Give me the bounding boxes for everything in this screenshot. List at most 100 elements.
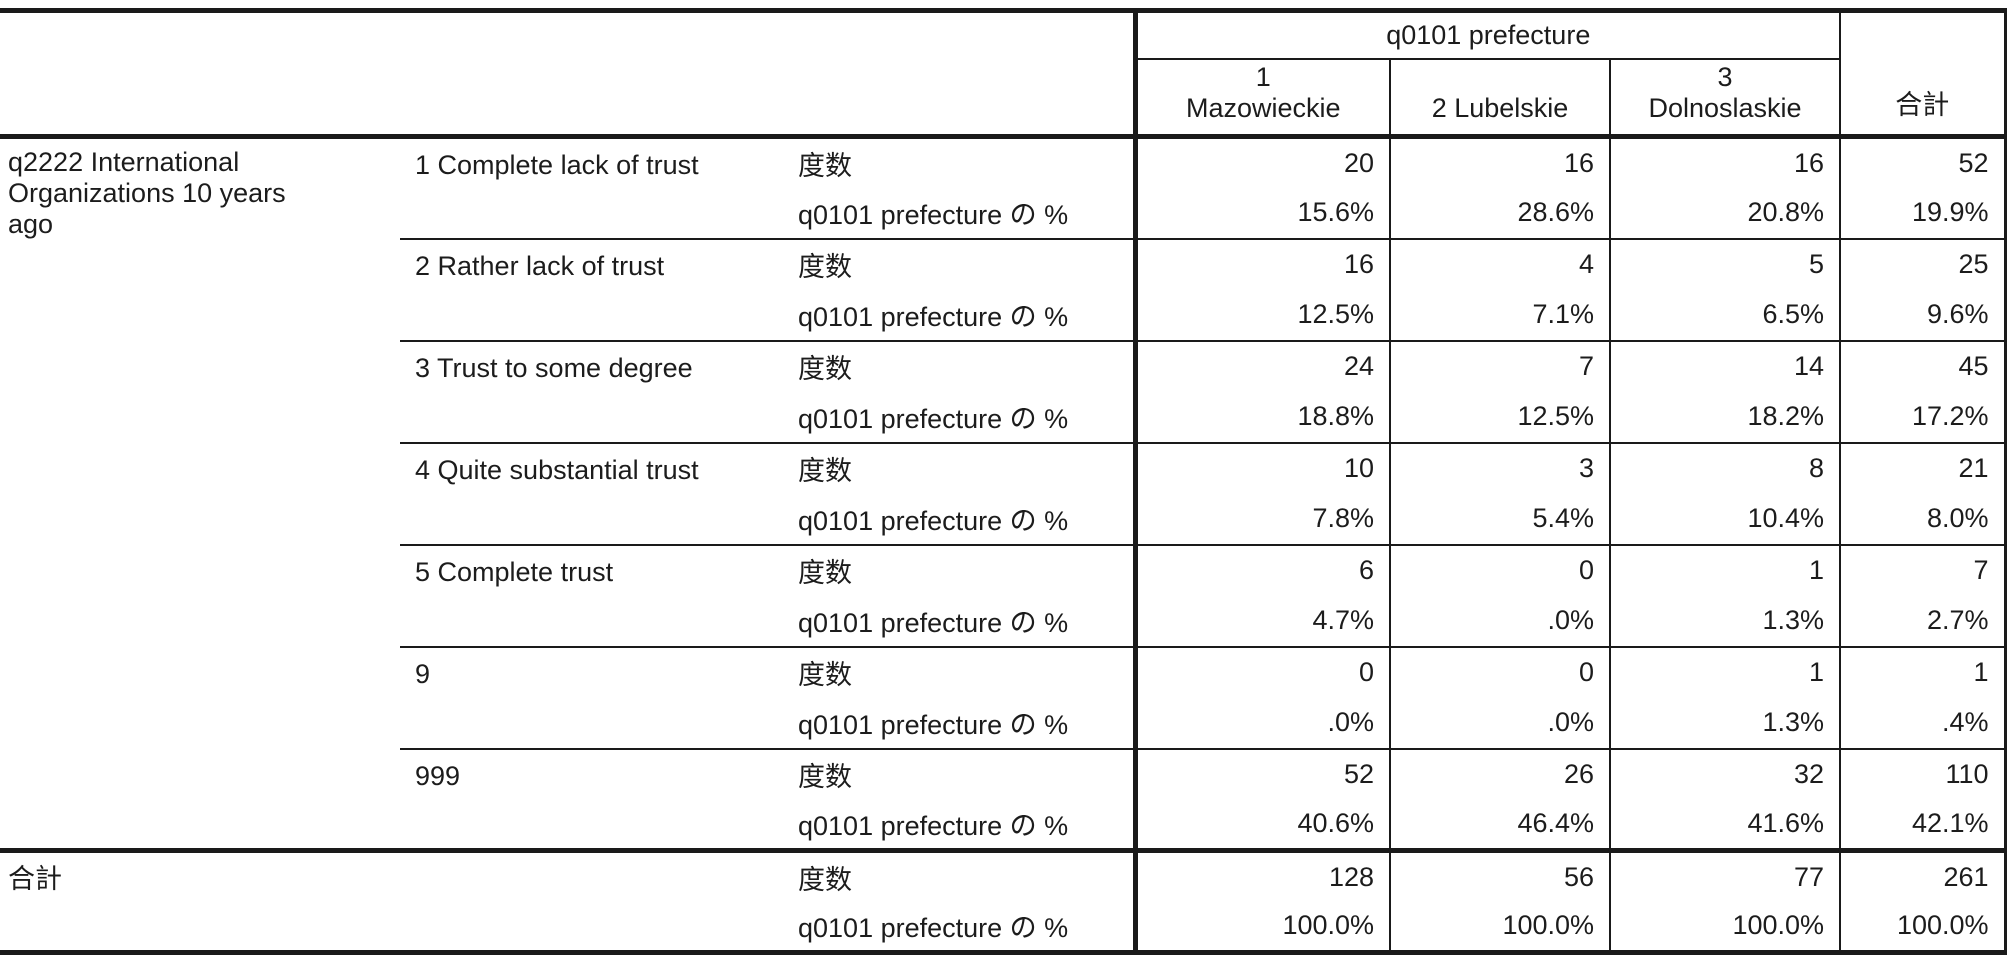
category-label: 4 Quite substantial trust xyxy=(400,441,790,545)
percent-value: .0% xyxy=(1389,595,1611,647)
count-value: 0 xyxy=(1389,543,1611,596)
total-count-value: 56 xyxy=(1389,848,1611,902)
category-label: 9 xyxy=(400,645,790,749)
count-value: 24 xyxy=(1132,339,1391,392)
count-measure-label: 度数 xyxy=(790,747,1136,800)
count-value: 21 xyxy=(1839,441,2006,494)
header-row-group: q0101 prefecture 合計 xyxy=(0,10,2006,139)
percent-value: 2.7% xyxy=(1839,595,2006,647)
category-percent-row: q0101 prefecture の % 40.6% 46.4% 41.6% 42.1% xyxy=(0,799,2006,851)
percent-measure-label: q0101 prefecture の % xyxy=(790,697,1136,749)
percent-value: 42.1% xyxy=(1839,799,2006,851)
category-label: 5 Complete trust xyxy=(400,543,790,647)
percent-value: 9.6% xyxy=(1839,289,2006,341)
count-value: 20 xyxy=(1132,136,1391,188)
category-label: 2 Rather lack of trust xyxy=(400,237,790,341)
percent-value: 17.2% xyxy=(1839,391,2006,443)
percent-value: 12.5% xyxy=(1389,391,1611,443)
percent-value: 41.6% xyxy=(1609,799,1841,851)
count-measure-label: 度数 xyxy=(790,136,1136,188)
percent-measure-label: q0101 prefecture の % xyxy=(790,493,1136,545)
total-count-value: 261 xyxy=(1839,848,2006,902)
count-value: 1 xyxy=(1839,645,2006,698)
percent-value: 18.2% xyxy=(1609,391,1841,443)
count-value: 25 xyxy=(1839,237,2006,290)
percent-value: 7.8% xyxy=(1132,493,1391,545)
total-column-header: 合計 xyxy=(1839,10,2006,139)
total-percent-value: 100.0% xyxy=(1389,901,1611,953)
percent-value: 5.4% xyxy=(1389,493,1611,545)
percent-value: .0% xyxy=(1132,697,1391,749)
percent-measure-label: q0101 prefecture の % xyxy=(790,799,1136,851)
total-count-value: 77 xyxy=(1609,848,1841,902)
percent-value: 6.5% xyxy=(1609,289,1841,341)
percent-value: 7.1% xyxy=(1389,289,1611,341)
percent-value: 20.8% xyxy=(1609,187,1841,239)
percent-value: 8.0% xyxy=(1839,493,2006,545)
percent-value: 19.9% xyxy=(1839,187,2006,239)
count-measure-label: 度数 xyxy=(790,441,1136,494)
count-value: 3 xyxy=(1389,441,1611,494)
percent-measure-label: q0101 prefecture の % xyxy=(790,187,1136,239)
percent-value: 46.4% xyxy=(1389,799,1611,851)
count-value: 6 xyxy=(1132,543,1391,596)
total-percent-value: 100.0% xyxy=(1609,901,1841,953)
count-measure-label: 度数 xyxy=(790,645,1136,698)
category-count-row: 999 度数 52 26 32 110 xyxy=(0,747,2006,851)
category-percent-row: q0101 prefecture の % 7.8% 5.4% 10.4% 8.0% xyxy=(0,493,2006,545)
count-value: 5 xyxy=(1609,237,1841,290)
category-percent-row: q0101 prefecture の % 4.7% .0% 1.3% 2.7% xyxy=(0,595,2006,647)
count-value: 4 xyxy=(1389,237,1611,290)
column-header-dolnoslaskie: 3 Dolnoslaskie xyxy=(1609,58,1841,139)
total-count-row: 合計 度数 128 56 77 261 xyxy=(0,848,2006,953)
count-value: 14 xyxy=(1609,339,1841,392)
crosstab-table: q0101 prefecture 合計 1 Mazowieckie 2 Lube… xyxy=(0,8,2007,955)
header-row-columns: 1 Mazowieckie 2 Lubelskie 3 Dolnoslaskie xyxy=(0,58,2005,139)
count-value: 52 xyxy=(1839,136,2006,188)
category-count-row: 2 Rather lack of trust 度数 16 4 5 25 xyxy=(0,237,2006,341)
category-percent-row: q0101 prefecture の % 15.6% 28.6% 20.8% 19.9% xyxy=(0,187,2006,239)
total-percent-value: 100.0% xyxy=(1839,901,2006,953)
column-group-header: q0101 prefecture xyxy=(1132,10,1841,60)
count-value: 8 xyxy=(1609,441,1841,494)
percent-measure-label: q0101 prefecture の % xyxy=(790,289,1136,341)
stub-header-empty xyxy=(0,10,1136,139)
percent-value: 15.6% xyxy=(1132,187,1391,239)
percent-value: .0% xyxy=(1389,697,1611,749)
percent-value: 18.8% xyxy=(1132,391,1391,443)
category-count-row: 3 Trust to some degree 度数 24 7 14 45 xyxy=(0,339,2006,443)
category-count-row: q2222 International Organizations 10 yea… xyxy=(0,136,2006,851)
count-value: 16 xyxy=(1389,136,1611,188)
category-count-row: 5 Complete trust 度数 6 0 1 7 xyxy=(0,543,2006,647)
count-value: 0 xyxy=(1389,645,1611,698)
count-value: 16 xyxy=(1609,136,1841,188)
count-value: 7 xyxy=(1839,543,2006,596)
percent-value: 40.6% xyxy=(1132,799,1391,851)
column-header-lubelskie: 2 Lubelskie xyxy=(1389,58,1611,139)
category-label: 999 xyxy=(400,747,790,851)
percent-value: 1.3% xyxy=(1609,697,1841,749)
count-value: 45 xyxy=(1839,339,2006,392)
percent-measure-label: q0101 prefecture の % xyxy=(790,901,1136,953)
count-measure-label: 度数 xyxy=(790,543,1136,596)
total-row-label: 合計 xyxy=(0,848,790,953)
count-value: 32 xyxy=(1609,747,1841,800)
category-percent-row: q0101 prefecture の % .0% .0% 1.3% .4% xyxy=(0,697,2006,749)
total-percent-row: q0101 prefecture の % 100.0% 100.0% 100.0% 10… xyxy=(0,901,2006,953)
count-value: 1 xyxy=(1609,645,1841,698)
row-dimension-title: q2222 International Organizations 10 yea… xyxy=(0,136,400,851)
total-percent-value: 100.0% xyxy=(1132,901,1391,953)
count-value: 1 xyxy=(1609,543,1841,596)
category-percent-row: q0101 prefecture の % 18.8% 12.5% 18.2% 17.2% xyxy=(0,391,2006,443)
category-label: 3 Trust to some degree xyxy=(400,339,790,443)
total-count-value: 128 xyxy=(1132,848,1391,902)
count-measure-label: 度数 xyxy=(790,339,1136,392)
percent-value: 10.4% xyxy=(1609,493,1841,545)
percent-value: 1.3% xyxy=(1609,595,1841,647)
category-count-row: 4 Quite substantial trust 度数 10 3 8 21 xyxy=(0,441,2006,545)
percent-value: 12.5% xyxy=(1132,289,1391,341)
percent-value: 28.6% xyxy=(1389,187,1611,239)
count-value: 0 xyxy=(1132,645,1391,698)
count-value: 52 xyxy=(1132,747,1391,800)
